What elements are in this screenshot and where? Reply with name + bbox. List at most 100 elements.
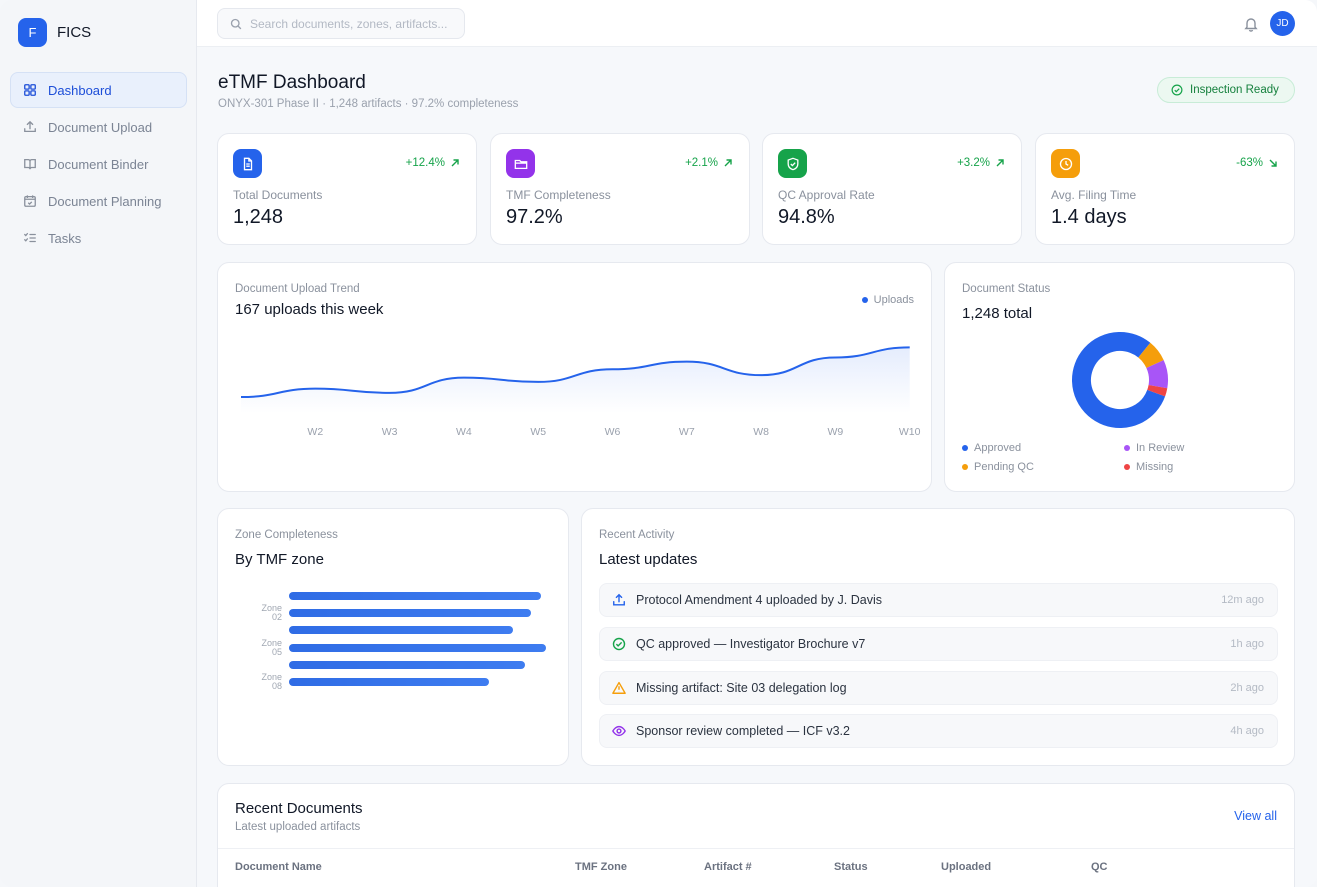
- sidebar-item-document-binder[interactable]: Document Binder: [10, 146, 187, 182]
- activity-text: Protocol Amendment 4 uploaded by J. Davi…: [636, 593, 882, 607]
- status-badge: Inspection Ready: [1157, 77, 1295, 103]
- stat-card-tmf-completeness[interactable]: +2.1% TMF Completeness 97.2%: [490, 133, 750, 245]
- zone-bar-zone-02[interactable]: [289, 609, 531, 618]
- zone-label: Zone 08: [261, 672, 282, 691]
- sidebar-nav: Dashboard Document Upload Document Binde…: [10, 72, 187, 257]
- card-kicker: Recent Activity: [599, 529, 675, 541]
- x-tick-label: W9: [827, 426, 844, 438]
- book-icon: [23, 157, 37, 171]
- document-icon: [233, 149, 262, 178]
- search-input[interactable]: [250, 16, 450, 31]
- zone-bar-zone-03[interactable]: [289, 626, 513, 635]
- stat-label: Avg. Filing Time: [1051, 188, 1137, 202]
- bell-icon[interactable]: [1243, 16, 1259, 32]
- sidebar-item-document-planning[interactable]: Document Planning: [10, 183, 187, 219]
- sidebar-item-label: Tasks: [48, 230, 82, 246]
- column-header[interactable]: Document Name: [235, 861, 322, 873]
- sidebar-item-label: Document Binder: [48, 156, 149, 172]
- arrow-up-right-icon: [724, 159, 732, 167]
- upload-icon: [613, 593, 625, 606]
- activity-time: 2h ago: [1230, 682, 1264, 694]
- legend-dot: [1124, 464, 1130, 470]
- zone-bar-zone-01[interactable]: [289, 592, 541, 600]
- stat-label: Total Documents: [233, 188, 323, 202]
- list-check-icon: [23, 231, 37, 245]
- column-header[interactable]: QC: [1091, 861, 1108, 873]
- sidebar-item-tasks[interactable]: Tasks: [10, 220, 187, 256]
- column-header[interactable]: Status: [834, 861, 868, 873]
- avatar[interactable]: JD: [1270, 11, 1295, 36]
- column-header[interactable]: TMF Zone: [575, 861, 627, 873]
- chart-legend: Uploads: [861, 294, 914, 306]
- zone-label: Zone 05: [261, 638, 282, 657]
- arrow-up-right-icon: [996, 159, 1004, 167]
- top-bar: JD: [197, 0, 1317, 47]
- donut-slice-missing[interactable]: [1071, 331, 1170, 430]
- x-tick-label: W7: [678, 426, 695, 438]
- check-circle-icon: [612, 637, 626, 651]
- column-header[interactable]: Uploaded: [941, 861, 992, 873]
- stat-card-avg-filing-time[interactable]: -63% Avg. Filing Time 1.4 days: [1035, 133, 1295, 245]
- stat-change: +3.2%: [957, 157, 1005, 169]
- card-title: 1,248 total: [962, 305, 1033, 322]
- stat-value: 1.4 days: [1051, 206, 1127, 228]
- activity-text: Sponsor review completed — ICF v3.2: [636, 724, 850, 738]
- x-tick-label: W3: [381, 426, 398, 438]
- stat-label: TMF Completeness: [506, 188, 611, 202]
- legend-dot: [962, 445, 968, 451]
- activity-item[interactable]: Missing artifact: Site 03 delegation log…: [599, 671, 1278, 705]
- warning-icon: [612, 681, 626, 694]
- search-box[interactable]: [217, 8, 465, 39]
- zone-label: Zone 02: [261, 603, 282, 622]
- arrow-up-right-icon: [451, 159, 459, 167]
- view-all-link[interactable]: View all: [1234, 809, 1277, 823]
- stat-change: +12.4%: [406, 157, 460, 169]
- legend-dot: [962, 464, 968, 470]
- page-title: eTMF Dashboard: [218, 72, 366, 93]
- card-subtitle: Latest uploaded artifacts: [235, 821, 361, 833]
- zone-bar-zone-04[interactable]: [289, 643, 546, 652]
- activity-text: QC approved — Investigator Brochure v7: [636, 637, 866, 651]
- page-subtitle: ONYX-301 Phase II · 1,248 artifacts · 97…: [218, 98, 519, 110]
- activity-item[interactable]: Protocol Amendment 4 uploaded by J. Davi…: [599, 583, 1278, 617]
- activity-item[interactable]: QC approved — Investigator Brochure v7 1…: [599, 627, 1278, 661]
- stat-change: +2.1%: [685, 157, 733, 169]
- status-donut-chart: [1071, 331, 1170, 430]
- arrow-down-right-icon: [1269, 159, 1277, 167]
- x-tick-label: W8: [753, 426, 769, 438]
- search-icon: [230, 18, 242, 29]
- sidebar-item-label: Document Planning: [48, 193, 162, 209]
- recent-documents-card: Recent Documents Latest uploaded artifac…: [217, 783, 1295, 887]
- eye-icon: [612, 725, 626, 737]
- legend-item-in-review: In Review: [1124, 442, 1184, 454]
- folder-icon: [506, 149, 535, 178]
- stat-card-qc-approval[interactable]: +3.2% QC Approval Rate 94.8%: [762, 133, 1022, 245]
- column-header[interactable]: Artifact #: [704, 861, 752, 873]
- brand[interactable]: F FICS: [18, 18, 91, 47]
- sidebar-item-label: Document Upload: [48, 119, 153, 135]
- upload-trend-chart: [240, 346, 910, 413]
- sidebar-item-label: Dashboard: [48, 82, 112, 98]
- x-tick-label: W6: [604, 426, 621, 438]
- card-kicker: Zone Completeness: [235, 529, 338, 541]
- stat-card-total-documents[interactable]: +12.4% Total Documents 1,248: [217, 133, 477, 245]
- sidebar: F FICS Dashboard Document Upload Docum: [0, 0, 197, 887]
- activity-item[interactable]: Sponsor review completed — ICF v3.2 4h a…: [599, 714, 1278, 748]
- zone-bar-zone-06[interactable]: [289, 678, 490, 686]
- clock-icon: [1051, 149, 1080, 178]
- activity-time: 4h ago: [1230, 725, 1264, 737]
- document-status-card: Document Status 1,248 total Approved In …: [944, 262, 1295, 492]
- zone-bar-zone-05[interactable]: [289, 660, 526, 669]
- stat-label: QC Approval Rate: [778, 188, 875, 202]
- sidebar-item-document-upload[interactable]: Document Upload: [10, 109, 187, 145]
- sidebar-item-dashboard[interactable]: Dashboard: [10, 72, 187, 108]
- card-title: 167 uploads this week: [235, 301, 384, 318]
- activity-time: 12m ago: [1221, 594, 1264, 606]
- check-circle-icon: [1171, 84, 1183, 96]
- stat-change: -63%: [1236, 157, 1278, 169]
- stat-value: 1,248: [233, 206, 284, 228]
- stat-value: 97.2%: [506, 206, 563, 228]
- grid-icon: [23, 83, 37, 97]
- trend-line: [240, 346, 910, 399]
